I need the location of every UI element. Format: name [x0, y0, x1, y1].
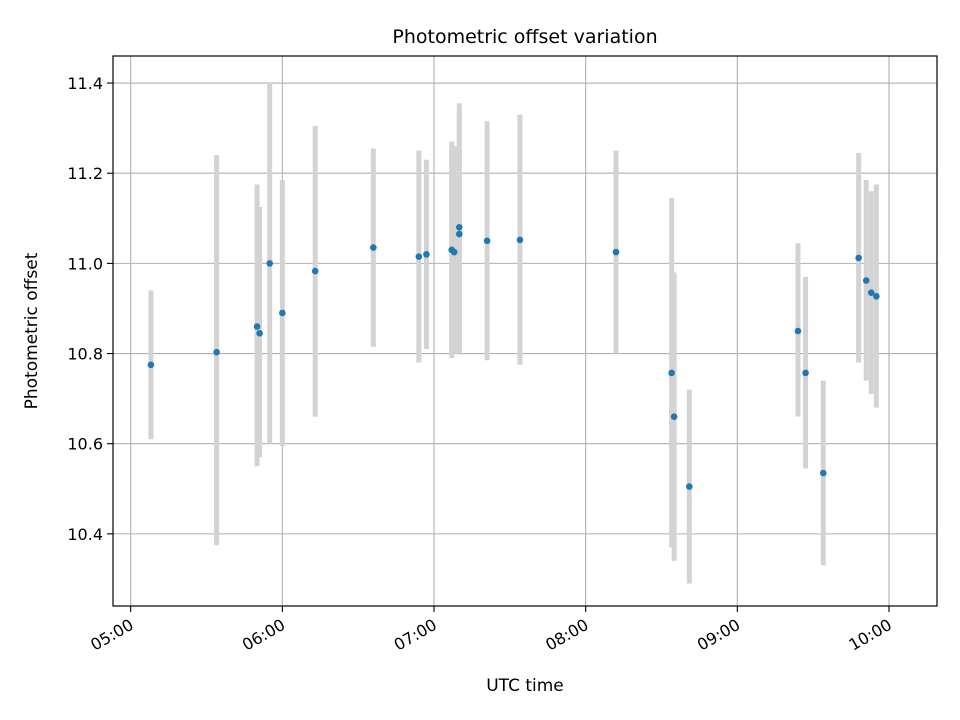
y-tick-label: 10.6: [67, 435, 103, 454]
data-point: [370, 244, 377, 251]
data-point: [867, 289, 875, 296]
data-point: [450, 248, 458, 256]
y-tick-label: 10.4: [67, 525, 103, 544]
data-point: [819, 469, 827, 477]
y-tick-label: 10.8: [67, 345, 103, 364]
data-point: [213, 348, 220, 356]
chart-title: Photometric offset variation: [392, 26, 657, 48]
data-point: [855, 254, 862, 262]
y-tick-label: 11.0: [67, 254, 103, 273]
data-point: [147, 361, 155, 369]
data-point: [279, 309, 286, 317]
data-point: [873, 292, 880, 300]
data-point: [455, 230, 463, 238]
data-point: [516, 236, 524, 244]
data-point: [455, 224, 463, 231]
data-point: [415, 253, 423, 260]
x-axis-label: UTC time: [486, 676, 564, 696]
y-tick-label: 11.2: [67, 164, 103, 183]
data-point: [670, 413, 678, 420]
data-point: [862, 277, 870, 284]
data-point: [253, 323, 261, 330]
data-point: [668, 369, 675, 377]
data-point: [802, 369, 809, 377]
data-point: [311, 267, 319, 275]
data-point: [483, 237, 491, 245]
data-point: [423, 251, 430, 258]
data-point: [256, 329, 263, 337]
data-point: [266, 260, 274, 267]
plot-frame: [112, 55, 938, 607]
y-tick-label: 11.4: [67, 74, 103, 93]
data-point: [685, 483, 693, 490]
data-points: [147, 224, 880, 490]
data-point: [612, 248, 620, 256]
data-point: [794, 327, 802, 335]
y-axis-label: Photometric offset: [22, 252, 42, 409]
